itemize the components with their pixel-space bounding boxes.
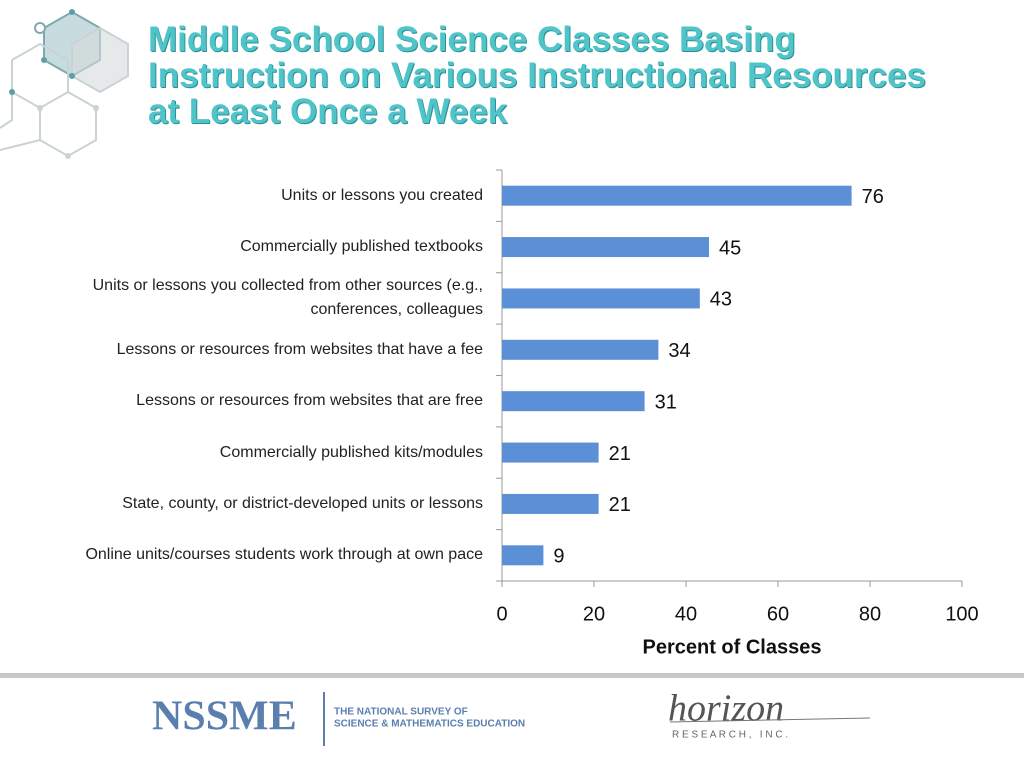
- chart-title: Middle School Science Classes Basing Ins…: [148, 20, 926, 131]
- logo-caption: R E S E A R C H , I N C .: [672, 730, 788, 741]
- bar: [502, 237, 709, 258]
- value-label: 43: [710, 289, 732, 311]
- value-label: 76: [862, 186, 884, 208]
- category-label: Online units/courses students work throu…: [85, 546, 483, 564]
- category-label: Lessons or resources from websites that …: [136, 392, 483, 410]
- category-label: Lessons or resources from websites that …: [116, 340, 483, 358]
- value-label: 21: [609, 443, 631, 465]
- x-tick-label: 40: [675, 603, 697, 625]
- x-axis-label: Percent of Classes: [643, 636, 822, 658]
- bar: [502, 442, 599, 463]
- category-label: State, county, or district-developed uni…: [122, 494, 483, 512]
- bar: [502, 288, 700, 309]
- x-tick-label: 100: [945, 603, 978, 625]
- logo-left: NSSME: [152, 694, 297, 740]
- logo-underline: [669, 717, 871, 723]
- x-tick-label: 20: [583, 603, 605, 625]
- value-label: 34: [668, 340, 690, 362]
- value-label: 21: [609, 494, 631, 516]
- category-label: Commercially published textbooks: [240, 238, 483, 256]
- value-label: 45: [719, 237, 741, 259]
- bar: [502, 185, 852, 206]
- separator: [0, 673, 1024, 678]
- x-tick-label: 0: [496, 603, 507, 625]
- value-label: 31: [655, 391, 677, 413]
- category-label: Commercially published kits/modules: [219, 443, 483, 461]
- bar: [502, 339, 659, 360]
- category-label: Units or lessons you collected from othe…: [92, 277, 483, 319]
- x-tick-label: 60: [767, 603, 789, 625]
- bar: [502, 545, 544, 566]
- category-label: Units or lessons you created: [281, 186, 483, 204]
- value-label: 9: [553, 546, 564, 568]
- x-tick-label: 80: [859, 603, 881, 625]
- decoration: [0, 9, 129, 159]
- logo-right: horizon: [668, 688, 784, 730]
- bar: [502, 391, 645, 412]
- logo-caption: SCIENCE & MATHEMATICS EDUCATION: [334, 719, 525, 730]
- logo-caption: THE NATIONAL SURVEY OF: [334, 707, 468, 718]
- bar: [502, 493, 599, 514]
